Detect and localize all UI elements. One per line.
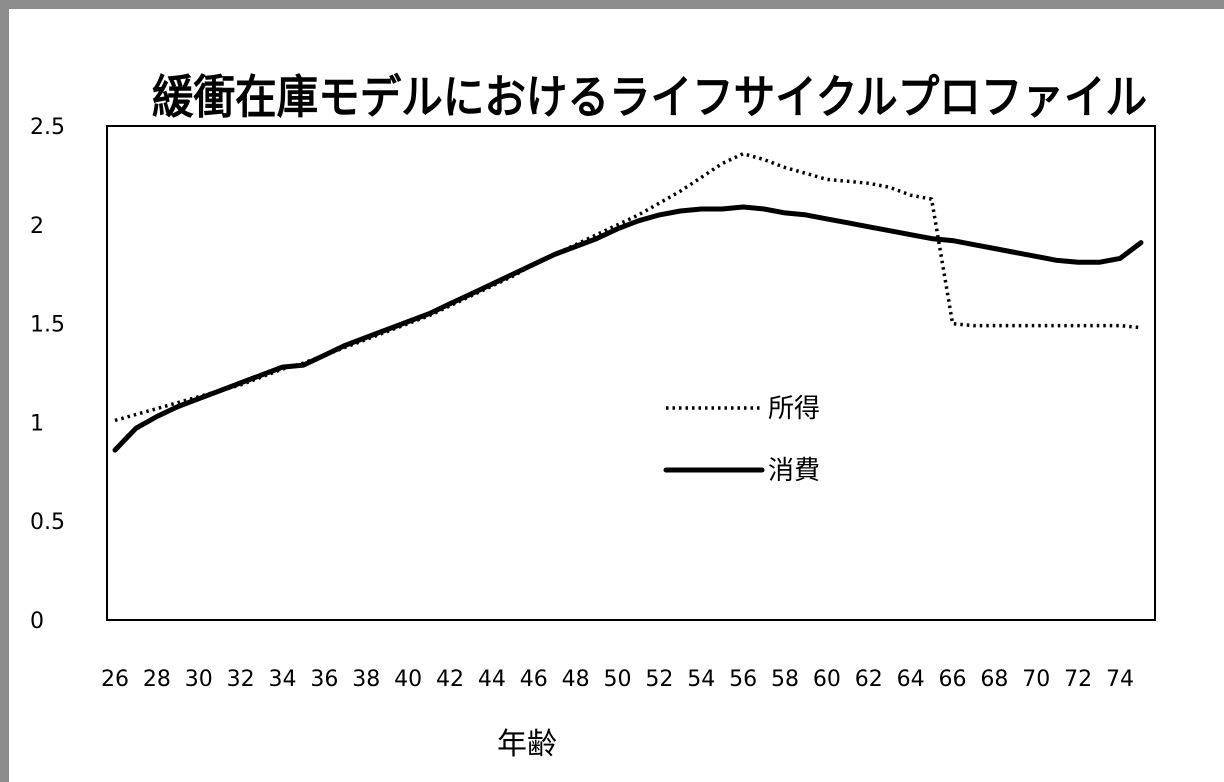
x-tick-label: 46 bbox=[520, 667, 548, 692]
x-tick-label: 48 bbox=[562, 667, 590, 692]
x-tick-label: 36 bbox=[310, 667, 338, 692]
x-tick-label: 74 bbox=[1106, 667, 1134, 692]
y-tick-label: 0 bbox=[30, 609, 44, 634]
x-tick-label: 52 bbox=[645, 667, 673, 692]
x-tick-label: 40 bbox=[394, 667, 422, 692]
y-tick-label: 1 bbox=[30, 411, 44, 436]
y-tick-label: 2.5 bbox=[30, 115, 65, 140]
y-tick-label: 1.5 bbox=[30, 313, 65, 338]
x-tick-label: 62 bbox=[855, 667, 883, 692]
x-tick-label: 30 bbox=[185, 667, 213, 692]
series-line-income bbox=[114, 151, 1142, 423]
x-tick-label: 56 bbox=[729, 667, 757, 692]
x-tick-label: 32 bbox=[227, 667, 255, 692]
x-tick-label: 70 bbox=[1022, 667, 1050, 692]
y-axis-ticks: 0 0.5 1 1.5 2 2.5 bbox=[30, 115, 65, 634]
x-tick-label: 42 bbox=[436, 667, 464, 692]
x-tick-label: 68 bbox=[980, 667, 1008, 692]
x-tick-label: 54 bbox=[687, 667, 715, 692]
x-tick-label: 72 bbox=[1064, 667, 1092, 692]
legend-label: 所得 bbox=[768, 394, 820, 424]
x-tick-label: 58 bbox=[771, 667, 799, 692]
x-tick-label: 44 bbox=[478, 667, 506, 692]
x-tick-label: 38 bbox=[352, 667, 380, 692]
plot-area bbox=[106, 125, 1156, 621]
x-tick-label: 64 bbox=[897, 667, 925, 692]
x-tick-label: 28 bbox=[143, 667, 171, 692]
x-tick-label: 60 bbox=[813, 667, 841, 692]
x-tick-label: 34 bbox=[269, 667, 297, 692]
x-axis-ticks: 26 28 30 32 34 36 38 40 42 44 46 48 50 52 54 56 58 60 62 64… bbox=[101, 667, 1134, 692]
series-layer bbox=[112, 151, 1144, 453]
x-tick-label: 26 bbox=[101, 667, 129, 692]
legend-label: 消費 bbox=[768, 456, 820, 486]
y-tick-label: 0.5 bbox=[30, 510, 65, 535]
x-tick-label: 50 bbox=[604, 667, 632, 692]
series-line-consumption bbox=[112, 204, 1144, 453]
y-tick-label: 2 bbox=[30, 214, 44, 239]
x-tick-label: 66 bbox=[939, 667, 967, 692]
x-axis-label: 年齢 bbox=[497, 727, 557, 762]
chart-title: 緩衝在庫モデルにおけるライフサイクルプロファイル bbox=[152, 70, 1147, 124]
